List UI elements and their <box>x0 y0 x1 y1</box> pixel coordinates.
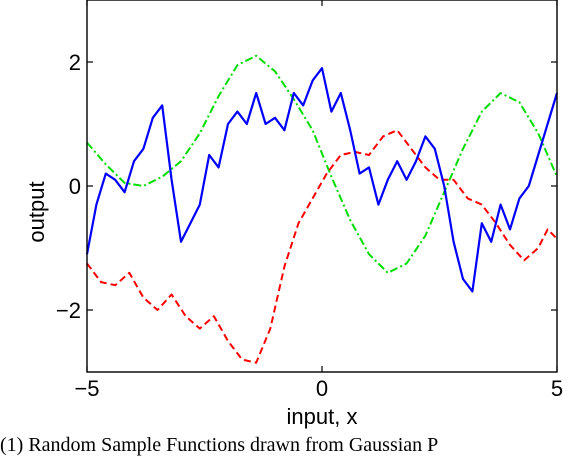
series-line-3 <box>86 54 558 274</box>
plot-frame <box>86 0 558 373</box>
y-tick-label: 2 <box>69 50 81 75</box>
y-axis-label: output <box>24 181 49 242</box>
tick-label-layer: −5 0 5 −2 0 2 <box>56 50 563 401</box>
series-line-1 <box>85 67 559 293</box>
series-line-2 <box>86 129 558 364</box>
chart: −5 0 5 −2 0 2 input, x output <box>24 0 563 429</box>
y-tick-label: 0 <box>69 174 81 199</box>
x-tick-label: 0 <box>316 376 328 401</box>
x-axis-label: input, x <box>287 404 358 429</box>
x-tick-label: −5 <box>74 376 99 401</box>
series-layer <box>85 54 559 364</box>
y-tick-label: −2 <box>56 298 81 323</box>
x-tick-label: 5 <box>551 376 563 401</box>
tick-layer <box>86 0 558 372</box>
figure-caption: (1) Random Sample Functions drawn from G… <box>0 434 439 456</box>
